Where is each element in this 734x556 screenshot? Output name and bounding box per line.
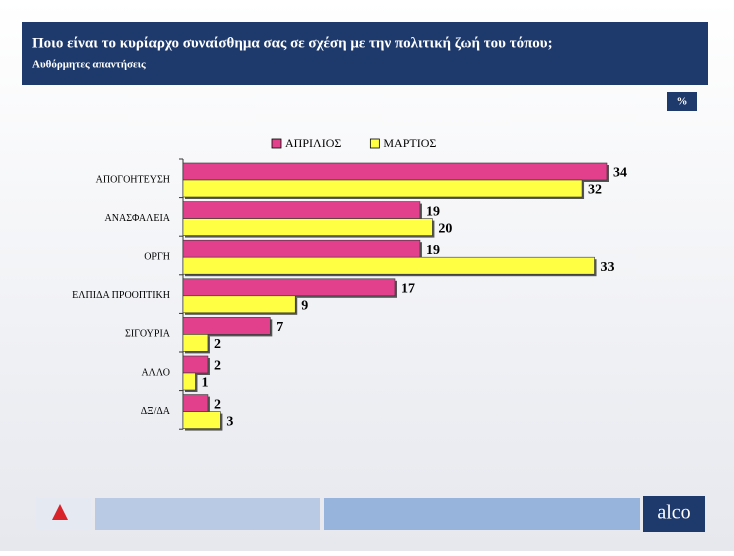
category-label: ΑΛΛΟ	[141, 367, 170, 378]
logo-box	[643, 496, 705, 532]
value-label: 19	[426, 243, 440, 258]
value-label: 19	[426, 204, 440, 219]
footer-panel	[324, 498, 640, 530]
left-logo	[52, 504, 68, 520]
value-label: 17	[401, 282, 415, 297]
bar	[182, 162, 608, 181]
legend-swatch	[271, 138, 282, 149]
value-label: 1	[201, 376, 208, 391]
unit-box	[667, 92, 697, 111]
chart-title: Ποιο είναι το κυρίαρχο συναίσθημα σας σε…	[32, 35, 553, 51]
legend-label: ΜΑΡΤΙΟΣ	[383, 136, 436, 150]
bar	[182, 218, 433, 236]
unit-label: %	[677, 96, 688, 108]
footer-panel	[95, 498, 320, 530]
value-label: 2	[214, 359, 221, 374]
bar	[182, 278, 396, 297]
value-label: 7	[276, 320, 283, 335]
legend-label: ΑΠΡΙΛΙΟΣ	[285, 136, 341, 150]
value-label: 34	[613, 166, 627, 181]
category-label: ΑΝΑΣΦΑΛΕΙΑ	[105, 213, 171, 224]
bar	[182, 201, 421, 219]
bar	[182, 372, 196, 391]
value-label: 33	[601, 260, 615, 275]
chart-subtitle: Αυθόρμητες απαντήσεις	[32, 59, 146, 71]
category-label: ΑΠΟΓΟΗΤΕΥΣΗ	[96, 174, 170, 185]
header-box	[22, 22, 708, 85]
bar	[182, 295, 296, 314]
bar	[182, 355, 209, 374]
category-label: ΔΞ/ΔΑ	[141, 406, 171, 417]
footer: alco	[36, 496, 705, 532]
value-label: 2	[214, 337, 221, 352]
bar	[182, 394, 209, 412]
bar	[182, 317, 271, 335]
category-label: ΕΛΠΙΔΑ ΠΡΟΟΠΤΙΚΗ	[72, 290, 170, 301]
legend-swatch	[369, 138, 380, 149]
bar	[182, 179, 583, 198]
bar	[182, 239, 421, 258]
logo-text: alco	[657, 502, 690, 524]
value-label: 9	[301, 299, 308, 314]
value-label: 2	[214, 397, 221, 412]
category-label: ΟΡΓΗ	[144, 251, 170, 262]
bar	[182, 334, 209, 352]
value-label: 3	[226, 414, 233, 429]
bar	[182, 411, 221, 429]
category-label: ΣΙΓΟΥΡΙΑ	[125, 329, 171, 340]
bar	[182, 256, 595, 275]
value-label: 32	[588, 183, 602, 198]
value-label: 20	[438, 221, 452, 236]
